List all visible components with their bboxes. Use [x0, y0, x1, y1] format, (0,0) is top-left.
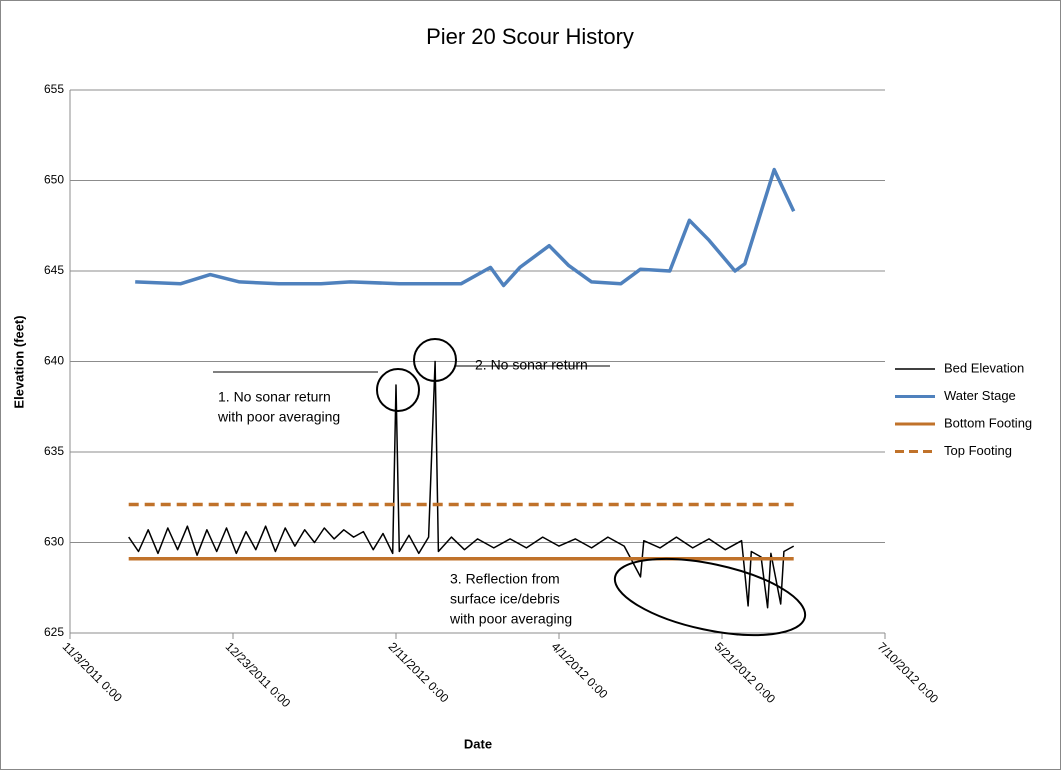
y-tick-label: 630	[44, 535, 64, 549]
y-axis-label: Elevation (feet)	[11, 315, 26, 408]
legend-label: Top Footing	[944, 443, 1012, 458]
callout-ellipse	[613, 557, 807, 637]
annotation-text: with poor averaging	[217, 409, 340, 425]
y-tick-label: 625	[44, 625, 64, 639]
y-tick-label: 650	[44, 173, 64, 187]
y-tick-label: 655	[44, 82, 64, 96]
y-tick-label: 635	[44, 444, 64, 458]
legend-label: Bottom Footing	[944, 415, 1032, 430]
callout-circle	[413, 338, 457, 382]
annotation-text: with poor averaging	[449, 611, 572, 627]
y-tick-label: 640	[44, 354, 64, 368]
x-axis-label: Date	[464, 736, 492, 751]
annotation-text: surface ice/debris	[450, 591, 560, 607]
y-tick-label: 645	[44, 263, 64, 277]
annotation-1: 1. No sonar return with poor averaging 2…	[217, 357, 588, 627]
annotation-text: 3. Reflection from	[450, 571, 560, 587]
legend-label: Bed Elevation	[944, 360, 1024, 375]
chart-title: Pier 20 Scour History	[426, 24, 634, 49]
annotation-shapes	[213, 338, 807, 637]
annotation-text: 2. No sonar return	[475, 357, 588, 373]
data-line	[128, 360, 795, 609]
callout-circle	[376, 368, 420, 412]
data-line	[135, 167, 796, 288]
annotation-text: 1. No sonar return	[218, 389, 331, 405]
legend-label: Water Stage	[944, 388, 1016, 403]
